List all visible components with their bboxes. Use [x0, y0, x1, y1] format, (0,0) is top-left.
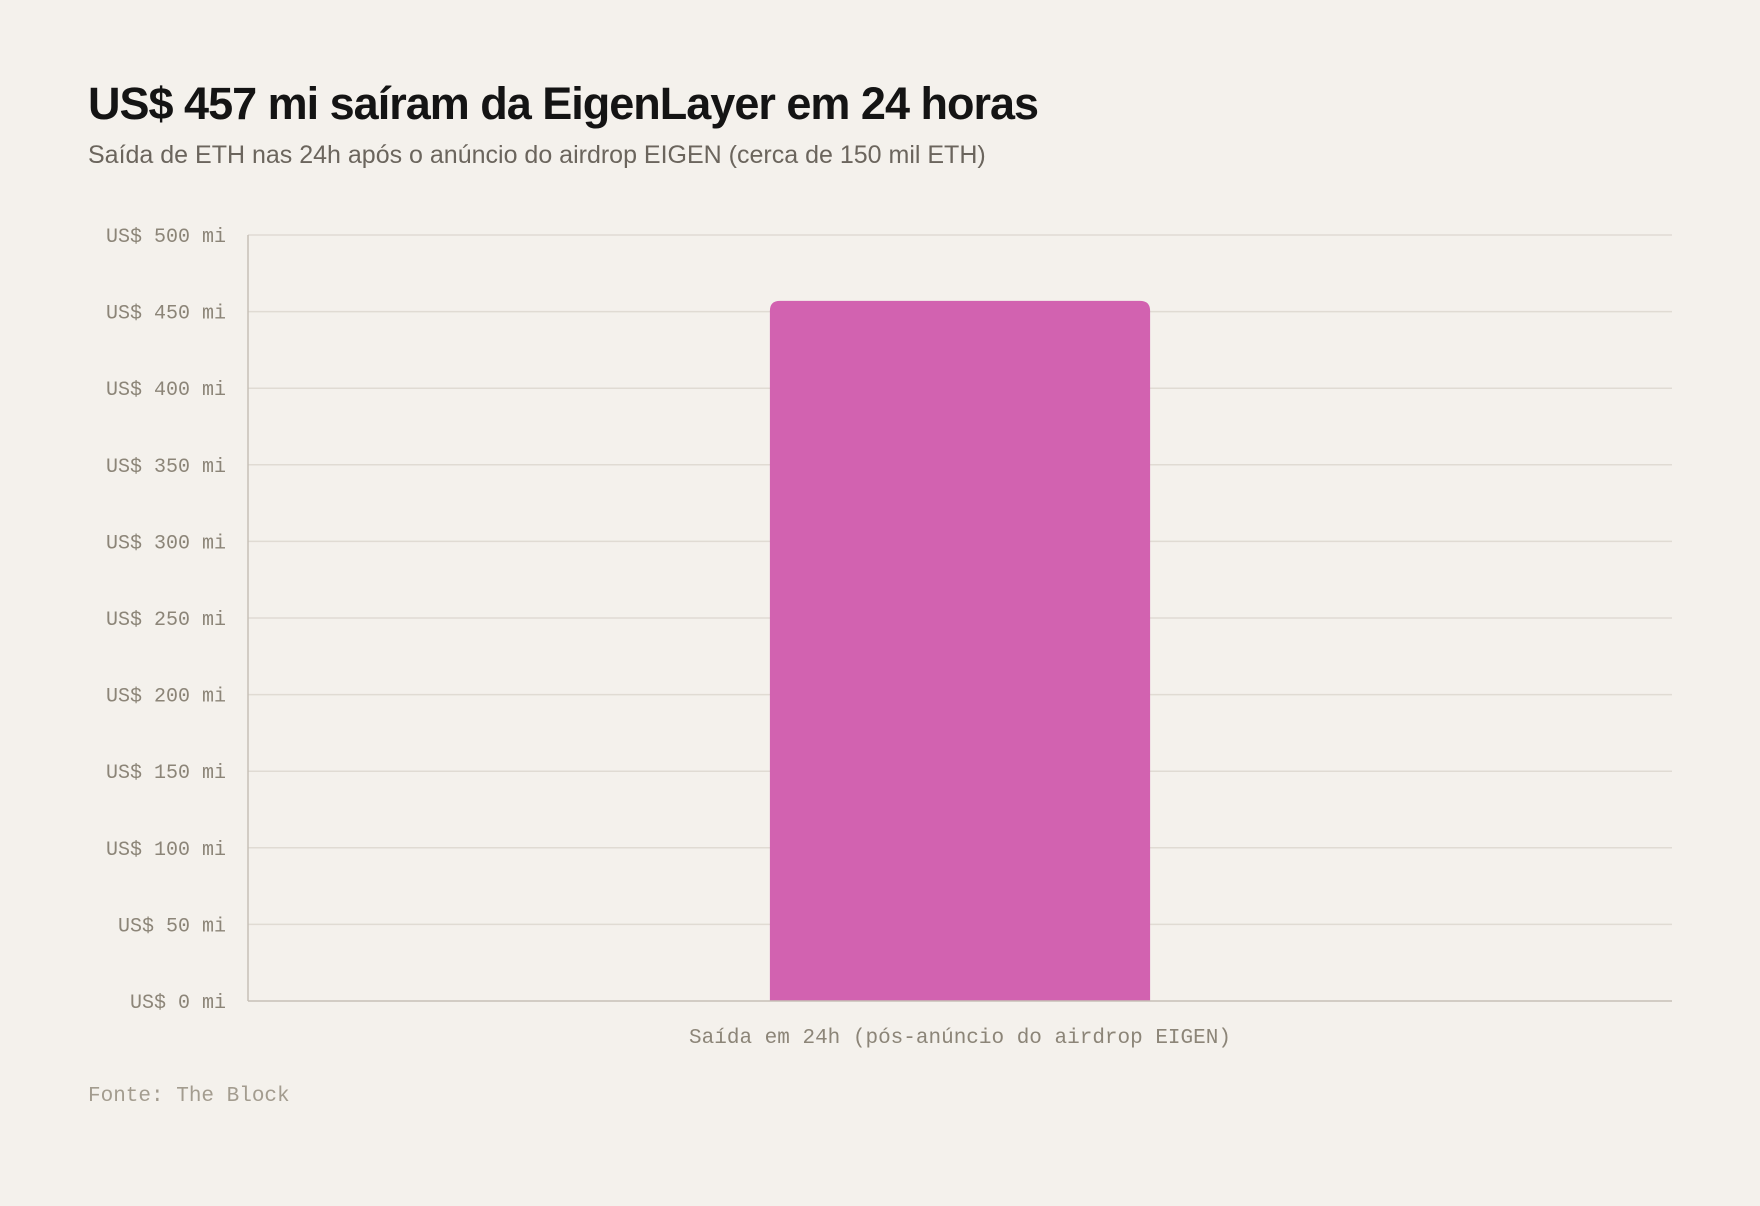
y-tick-label: US$ 0 mi	[130, 992, 226, 1015]
y-tick-label: US$ 200 mi	[106, 686, 226, 709]
chart-title: US$ 457 mi saíram da EigenLayer em 24 ho…	[88, 78, 1039, 129]
source-note: Fonte: The Block	[88, 1085, 290, 1108]
y-tick-label: US$ 500 mi	[106, 226, 226, 249]
y-axis-tick-labels: US$ 0 mi US$ 50 mi US$ 100 mi US$ 150 mi US$…	[106, 226, 226, 1015]
y-tick-label: US$ 100 mi	[106, 839, 226, 862]
y-tick-label: US$ 300 mi	[106, 532, 226, 555]
axes	[247, 235, 1672, 1002]
bar	[769, 300, 1151, 1002]
bars	[769, 300, 1151, 1002]
chart-subtitle: Saída de ETH nas 24h após o anúncio do a…	[88, 141, 986, 169]
y-tick-label: US$ 150 mi	[106, 762, 226, 785]
y-tick-label: US$ 250 mi	[106, 609, 226, 632]
x-category-label: Saída em 24h (pós-anúncio do airdrop EIG…	[689, 1027, 1231, 1050]
y-tick-label: US$ 50 mi	[118, 915, 226, 938]
y-tick-label: US$ 350 mi	[106, 456, 226, 479]
x-axis-category-labels: Saída em 24h (pós-anúncio do airdrop EIG…	[689, 1027, 1231, 1050]
y-tick-label: US$ 400 mi	[106, 379, 226, 402]
y-tick-label: US$ 450 mi	[106, 303, 226, 326]
